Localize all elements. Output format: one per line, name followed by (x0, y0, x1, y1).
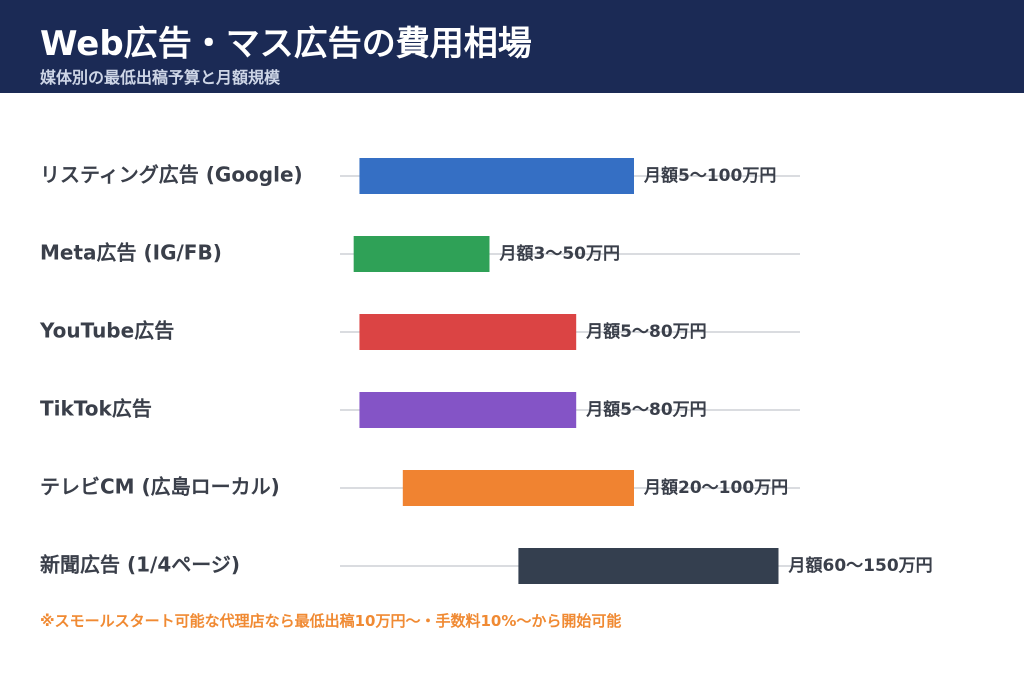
range-bar (359, 158, 634, 194)
range-bar (359, 314, 577, 350)
header-banner: Web広告・マス広告の費用相場 媒体別の最低出稿予算と月額規模 (0, 0, 1024, 93)
category-label: リスティング広告 (Google) (40, 163, 303, 187)
range-bar (353, 236, 490, 272)
category-label: テレビCM (広島ローカル) (40, 475, 280, 499)
range-bar (518, 548, 779, 584)
chart-subtitle: 媒体別の最低出稿予算と月額規模 (40, 68, 281, 87)
category-label: 新聞広告 (1/4ページ) (40, 553, 240, 577)
chart-title: Web広告・マス広告の費用相場 (40, 24, 532, 64)
value-label: 月額20〜100万円 (643, 477, 788, 498)
value-label: 月額3〜50万円 (499, 243, 621, 264)
value-label: 月額5〜80万円 (585, 399, 707, 420)
range-bar-chart: リスティング広告 (Google) 月額5〜100万円 Meta広告 (IG/FB)… (39, 158, 933, 584)
range-bar (402, 470, 634, 506)
category-label: Meta広告 (IG/FB) (40, 241, 222, 265)
value-label: 月額5〜100万円 (643, 165, 776, 186)
category-label: TikTok広告 (40, 397, 152, 421)
category-label: YouTube広告 (39, 319, 174, 343)
footnote: ※スモールスタート可能な代理店なら最低出稿10万円〜・手数料10%〜から開始可能 (40, 612, 622, 630)
range-bar (359, 392, 577, 428)
value-label: 月額60〜150万円 (788, 555, 933, 576)
value-label: 月額5〜80万円 (585, 321, 707, 342)
